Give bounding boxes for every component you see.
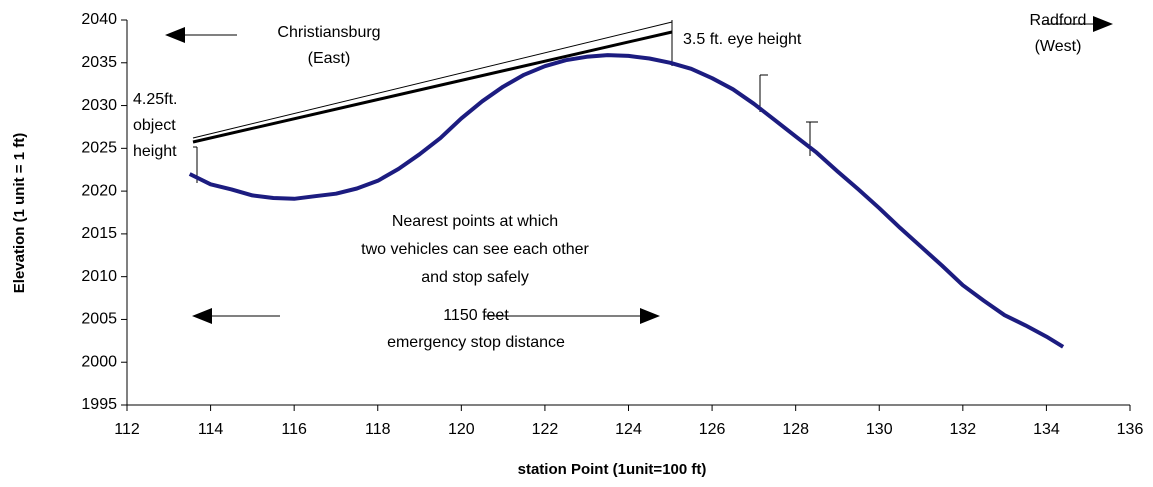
line-series — [188, 53, 1065, 349]
x-tick-label: 136 — [1117, 421, 1144, 438]
y-tick-label: 2015 — [81, 225, 117, 242]
arrow-head — [192, 308, 212, 324]
annotation: (West) — [1035, 38, 1082, 55]
x-tick-label: 128 — [782, 421, 809, 438]
annotation: 4.25ft. — [133, 91, 177, 108]
x-tick-label: 114 — [198, 421, 224, 438]
x-tick-label: 134 — [1033, 421, 1060, 438]
annotation: 3.5 ft. eye height — [683, 31, 802, 48]
annotation: 1150 feet — [443, 307, 509, 324]
y-tick-label: 1995 — [81, 396, 117, 413]
y-axis-label: Elevation (1 unit = 1 ft) — [11, 133, 28, 293]
arrow-head — [640, 308, 660, 324]
annotation: object — [133, 117, 176, 134]
x-tick-label: 126 — [699, 421, 726, 438]
sight-line — [192, 21, 673, 139]
annotation: emergency stop distance — [387, 334, 565, 351]
x-tick-label: 122 — [532, 421, 559, 438]
arrow-head — [165, 27, 185, 43]
y-tick-label: 2000 — [81, 353, 117, 370]
x-tick-label: 112 — [114, 421, 140, 438]
annotation: height — [133, 143, 177, 160]
annotation: (East) — [308, 50, 351, 67]
y-tick-label: 2035 — [81, 54, 117, 71]
x-tick-label: 130 — [866, 421, 893, 438]
x-axis-label: station Point (1unit=100 ft) — [518, 461, 707, 478]
x-tick-label: 124 — [615, 421, 642, 438]
y-tick-label: 2040 — [81, 11, 117, 28]
arrow-head — [1093, 16, 1113, 32]
annotation: and stop safely — [421, 269, 529, 286]
y-tick-label: 2010 — [81, 268, 117, 285]
annotation: Christiansburg — [277, 24, 380, 41]
sight-line — [192, 30, 673, 144]
annotation: two vehicles can see each other — [361, 241, 589, 258]
x-tick-label: 116 — [281, 421, 307, 438]
y-tick-label: 2005 — [81, 311, 117, 328]
annotation: Nearest points at which — [392, 213, 558, 230]
y-tick-label: 2025 — [81, 140, 117, 157]
y-tick-label: 2020 — [81, 182, 117, 199]
y-tick-label: 2030 — [81, 97, 117, 114]
x-tick-label: 132 — [949, 421, 976, 438]
annotation: Radford — [1030, 12, 1087, 29]
x-tick-label: 120 — [448, 421, 475, 438]
x-tick-label: 118 — [365, 421, 391, 438]
